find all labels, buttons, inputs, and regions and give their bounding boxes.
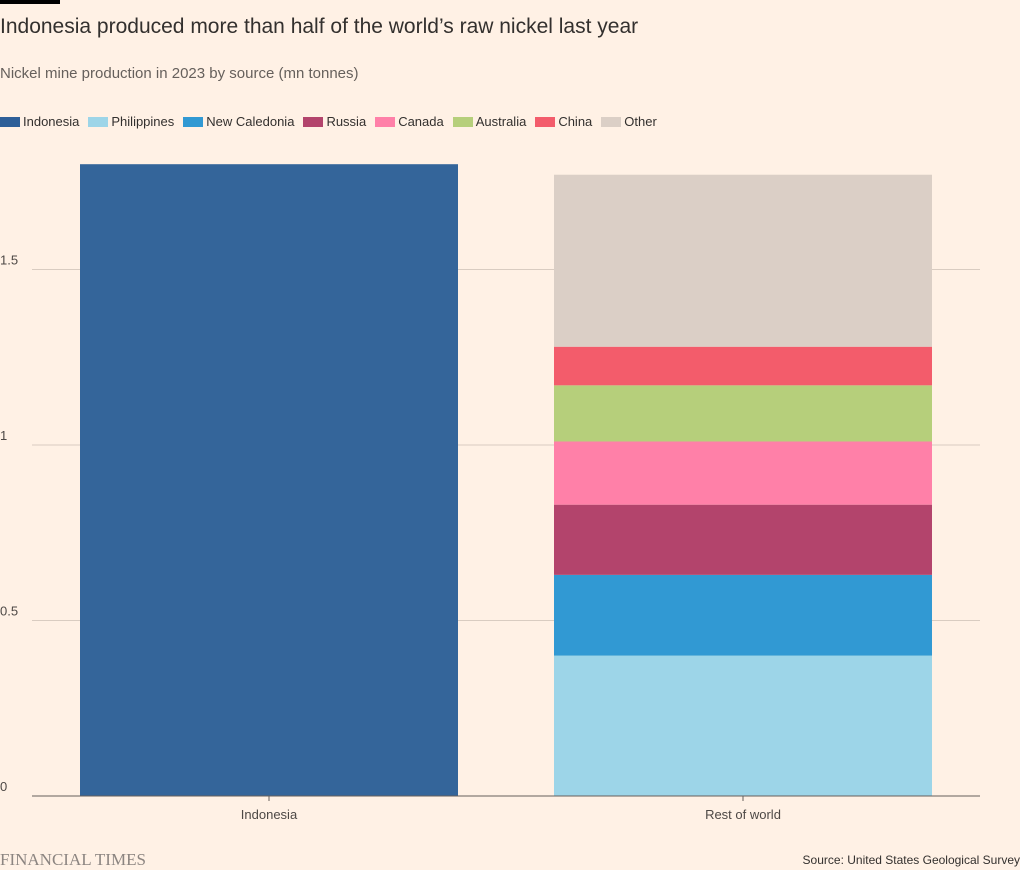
legend-label: Australia — [475, 114, 527, 129]
bar-segment-philippines — [554, 655, 932, 796]
legend-label: Other — [624, 114, 657, 129]
legend-label: Philippines — [111, 114, 175, 129]
y-tick-label: 0.5 — [0, 604, 18, 619]
legend-item: Indonesia — [0, 114, 79, 129]
brand-bar — [0, 0, 60, 4]
legend-swatch — [303, 116, 324, 127]
legend-swatch — [375, 116, 396, 127]
bar-segment-indonesia — [80, 164, 458, 796]
legend-label: Indonesia — [23, 114, 80, 129]
legend-swatch — [452, 116, 473, 127]
legend-swatch — [535, 116, 556, 127]
legend: Indonesia Philippines New Caledonia Russia C… — [0, 114, 666, 129]
legend-swatch — [0, 116, 20, 127]
bar-segment-other — [554, 174, 932, 347]
legend-label: Canada — [398, 114, 444, 129]
y-tick-label: 1 — [0, 428, 7, 443]
legend-label: New Caledonia — [206, 114, 295, 129]
legend-item: New Caledonia — [183, 114, 294, 129]
legend-item: China — [535, 114, 592, 129]
legend-label: China — [558, 114, 593, 129]
y-tick-label: 1.5 — [0, 253, 18, 268]
legend-label: Russia — [326, 114, 367, 129]
y-tick-label: 0 — [0, 779, 7, 794]
ft-logo: FINANCIAL TIMES — [0, 850, 146, 869]
bar-segment-australia — [554, 385, 932, 442]
x-tick-label: Indonesia — [241, 807, 298, 822]
legend-item: Other — [601, 114, 657, 129]
chart-subtitle: Nickel mine production in 2023 by source… — [0, 65, 359, 82]
x-tick-label: Rest of world — [705, 807, 781, 822]
bar-segment-new-caledonia — [554, 574, 932, 656]
legend-item: Philippines — [88, 114, 174, 129]
source-note: Source: United States Geological Survey — [802, 853, 1020, 867]
legend-item: Australia — [452, 114, 527, 129]
bar-segment-canada — [554, 441, 932, 505]
bar-segment-russia — [554, 504, 932, 575]
legend-swatch — [601, 116, 622, 127]
legend-swatch — [183, 116, 204, 127]
bar-segment-china — [554, 346, 932, 386]
chart-title: Indonesia produced more than half of the… — [0, 15, 639, 38]
legend-item: Russia — [303, 114, 366, 129]
legend-item: Canada — [375, 114, 444, 129]
legend-swatch — [88, 116, 109, 127]
